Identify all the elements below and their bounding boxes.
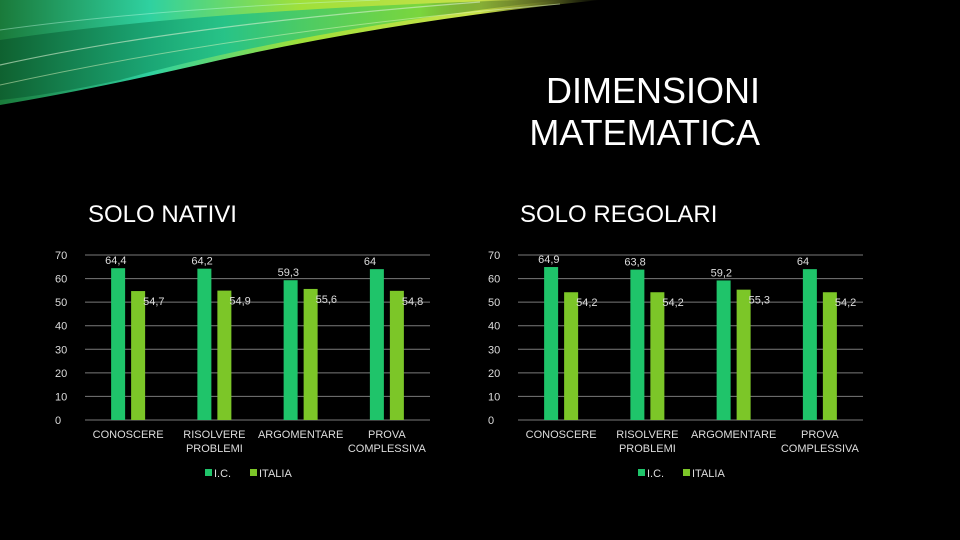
chart-title-solo-nativi: SOLO NATIVI bbox=[88, 201, 237, 228]
y-tick-label: 20 bbox=[488, 368, 500, 380]
data-label: 64 bbox=[364, 256, 376, 268]
bar-ic bbox=[802, 269, 817, 420]
bar-ic bbox=[716, 280, 731, 420]
bar-italia bbox=[131, 291, 146, 420]
data-label: 64,9 bbox=[538, 254, 559, 266]
y-tick-label: 0 bbox=[488, 415, 494, 427]
x-tick-label: CONOSCERE bbox=[93, 429, 164, 441]
x-tick-label: CONOSCERE bbox=[526, 429, 597, 441]
data-label: 59,2 bbox=[711, 267, 732, 279]
legend-label: ITALIA bbox=[692, 468, 725, 480]
y-tick-label: 60 bbox=[55, 274, 67, 286]
y-tick-label: 10 bbox=[55, 391, 67, 403]
data-label: 63,8 bbox=[624, 257, 645, 269]
bar-italia bbox=[822, 292, 837, 420]
legend-label: ITALIA bbox=[259, 468, 292, 480]
bar-ic bbox=[283, 280, 298, 420]
bar-ic bbox=[197, 268, 212, 420]
title-line-2: MATEMATICA bbox=[529, 112, 760, 153]
data-label: 59,3 bbox=[278, 267, 299, 279]
x-tick-label: ARGOMENTARE bbox=[691, 429, 776, 441]
legend-label: I.C. bbox=[214, 468, 231, 480]
data-label: 64,4 bbox=[105, 255, 126, 267]
y-tick-label: 10 bbox=[488, 391, 500, 403]
data-label: 55,6 bbox=[316, 294, 337, 306]
y-tick-label: 40 bbox=[488, 321, 500, 333]
y-tick-label: 50 bbox=[55, 297, 67, 309]
y-tick-label: 40 bbox=[55, 321, 67, 333]
chart-title-solo-regolari: SOLO REGOLARI bbox=[520, 201, 718, 228]
decorative-swoosh bbox=[0, 0, 600, 105]
y-tick-label: 30 bbox=[488, 344, 500, 356]
data-label: 54,2 bbox=[576, 297, 597, 309]
y-tick-label: 50 bbox=[488, 297, 500, 309]
x-tick-label: PROBLEMI bbox=[619, 443, 676, 455]
x-tick-label: PROBLEMI bbox=[186, 443, 243, 455]
data-label: 55,3 bbox=[749, 295, 770, 307]
x-tick-label: RISOLVERE bbox=[616, 429, 678, 441]
data-label: 54,9 bbox=[229, 296, 250, 308]
bar-italia bbox=[564, 292, 579, 420]
data-label: 64 bbox=[797, 256, 809, 268]
y-tick-label: 0 bbox=[55, 415, 61, 427]
bar-italia bbox=[650, 292, 665, 420]
legend-swatch bbox=[638, 469, 645, 476]
page-title: DIMENSIONI MATEMATICA bbox=[470, 70, 760, 154]
y-tick-label: 70 bbox=[55, 250, 67, 262]
bar-ic bbox=[111, 268, 126, 420]
x-tick-label: ARGOMENTARE bbox=[258, 429, 343, 441]
data-label: 54,2 bbox=[662, 297, 683, 309]
bar-chart-solo-regolari: 0 10 20 30 40 50 60 70 64,9 63,8 59,2 64 54,2 54,2 55,… bbox=[488, 250, 863, 480]
x-tick-label: RISOLVERE bbox=[183, 429, 245, 441]
data-label: 54,2 bbox=[835, 297, 856, 309]
legend-label: I.C. bbox=[647, 468, 664, 480]
x-tick-label: PROVA bbox=[801, 429, 839, 441]
x-tick-label: COMPLESSIVA bbox=[348, 443, 427, 455]
bar-italia bbox=[303, 288, 318, 420]
y-tick-label: 20 bbox=[55, 368, 67, 380]
bar-italia bbox=[736, 289, 751, 420]
legend-swatch bbox=[683, 469, 690, 476]
bar-ic bbox=[630, 269, 645, 420]
bar-ic bbox=[544, 267, 559, 420]
bar-italia bbox=[217, 290, 232, 420]
legend-swatch bbox=[205, 469, 212, 476]
data-label: 64,2 bbox=[191, 256, 212, 268]
title-line-1: DIMENSIONI bbox=[545, 70, 760, 111]
bar-chart-solo-nativi: 0 10 20 30 40 50 60 70 64,4 64,2 59,3 64 54,7 54,9 55,… bbox=[55, 250, 430, 480]
bar-ic bbox=[369, 269, 384, 420]
data-label: 54,8 bbox=[402, 296, 423, 308]
bar-italia bbox=[389, 290, 404, 420]
data-label: 54,7 bbox=[143, 296, 164, 308]
y-tick-label: 30 bbox=[55, 344, 67, 356]
y-tick-label: 60 bbox=[488, 274, 500, 286]
y-tick-label: 70 bbox=[488, 250, 500, 262]
x-tick-label: COMPLESSIVA bbox=[781, 443, 860, 455]
legend-swatch bbox=[250, 469, 257, 476]
x-tick-label: PROVA bbox=[368, 429, 406, 441]
